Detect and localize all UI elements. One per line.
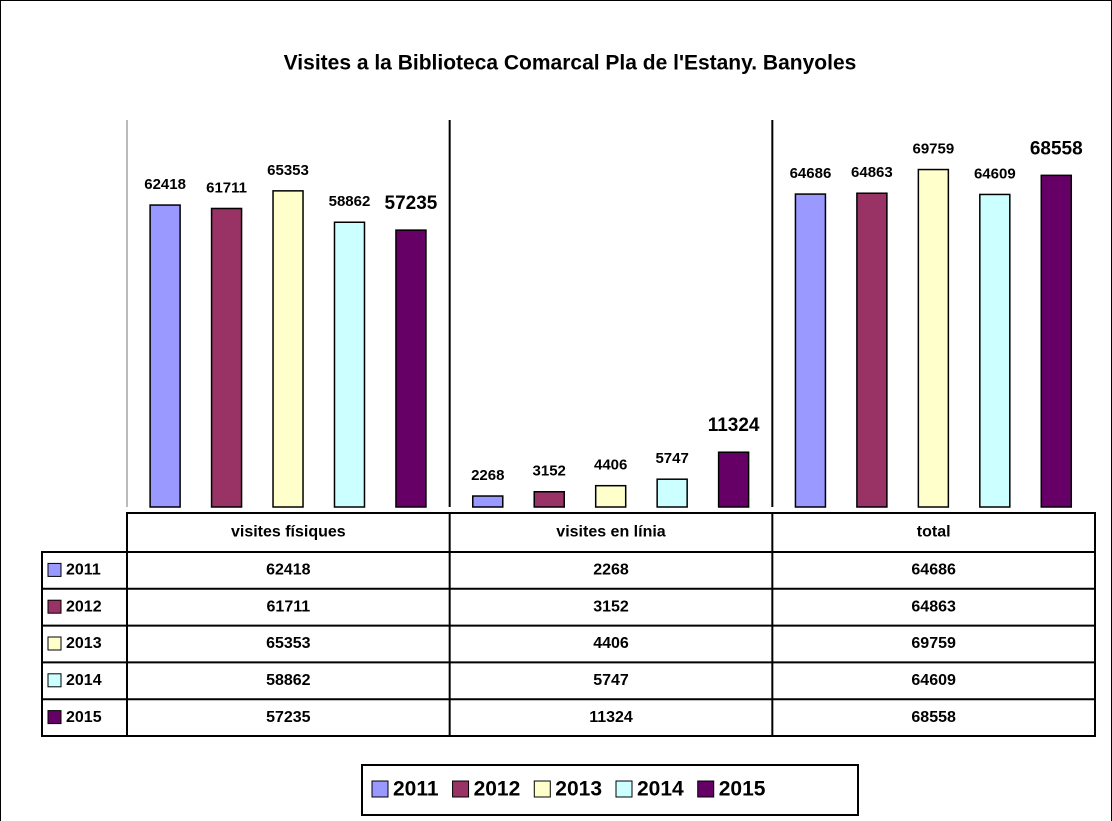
bar	[717, 451, 750, 508]
bar	[656, 478, 688, 508]
legend-box	[361, 764, 859, 816]
legend-key	[371, 780, 389, 798]
table-cell: 69759	[911, 635, 956, 652]
table-body	[41, 551, 1096, 737]
bar	[794, 193, 827, 508]
bar	[594, 484, 627, 508]
legend-label: 2014	[637, 778, 684, 801]
table-cell: 64609	[911, 672, 956, 689]
table-cell: 64686	[911, 562, 956, 579]
table-row-label: 2012	[66, 598, 102, 615]
table-cell: 2268	[593, 562, 629, 579]
data-label: 62418	[144, 176, 186, 193]
table-row-label: 2013	[66, 635, 102, 652]
table-cell: 4406	[593, 635, 629, 652]
table-legend-key	[47, 636, 62, 651]
bar	[210, 207, 243, 508]
table-cell: 5747	[593, 672, 629, 689]
data-label: 11324	[708, 415, 760, 436]
legend-label: 2011	[393, 778, 439, 801]
legend-label: 2012	[474, 778, 521, 801]
data-label: 4406	[594, 457, 627, 474]
chart-title: Visites a la Biblioteca Comarcal Pla de …	[284, 52, 857, 75]
table-cell: 61711	[267, 598, 311, 615]
data-label: 3152	[533, 463, 566, 480]
data-label: 64863	[851, 164, 893, 181]
table-legend-key	[47, 710, 62, 725]
bar	[472, 495, 504, 508]
table-cell: 3152	[593, 598, 629, 615]
table-cell: 58862	[266, 672, 311, 689]
bar	[395, 229, 427, 508]
data-label: 64609	[974, 165, 1016, 182]
table-header-label: visites en línia	[556, 524, 665, 541]
legend-label: 2015	[719, 778, 766, 801]
bar	[856, 192, 888, 508]
bar	[917, 168, 950, 508]
table-cell: 11324	[589, 709, 633, 726]
data-label: 61711	[206, 179, 247, 196]
data-label: 2268	[471, 467, 504, 484]
data-label: 64686	[790, 165, 832, 182]
table-row-label: 2011	[66, 562, 101, 579]
bar	[149, 204, 181, 508]
table-legend-key	[47, 562, 62, 577]
table-cell: 62418	[266, 562, 311, 579]
bar	[272, 190, 304, 508]
legend-key	[533, 780, 551, 798]
data-label: 68558	[1030, 138, 1083, 159]
table-cell: 57235	[266, 709, 311, 726]
legend-key	[452, 780, 470, 798]
table-legend-key	[47, 673, 62, 688]
data-label: 57235	[385, 193, 438, 214]
table-header-label: total	[917, 524, 951, 541]
table-cell: 65353	[266, 635, 311, 652]
legend-key	[697, 780, 715, 798]
data-label: 5747	[655, 450, 688, 467]
legend-key	[615, 780, 633, 798]
data-label: 58862	[329, 193, 371, 210]
table-header-label: visites físiques	[231, 524, 346, 541]
table-cell: 68558	[911, 709, 956, 726]
bar	[533, 491, 565, 508]
table-cell: 64863	[911, 598, 956, 615]
table-legend-key	[47, 599, 62, 614]
bar	[333, 221, 366, 508]
data-label: 69759	[913, 141, 955, 158]
bar	[979, 193, 1011, 508]
data-label: 65353	[267, 162, 309, 179]
bar	[1040, 174, 1073, 508]
table-row-label: 2014	[66, 672, 102, 689]
table-row-label: 2015	[66, 709, 102, 726]
legend-label: 2013	[555, 778, 602, 801]
